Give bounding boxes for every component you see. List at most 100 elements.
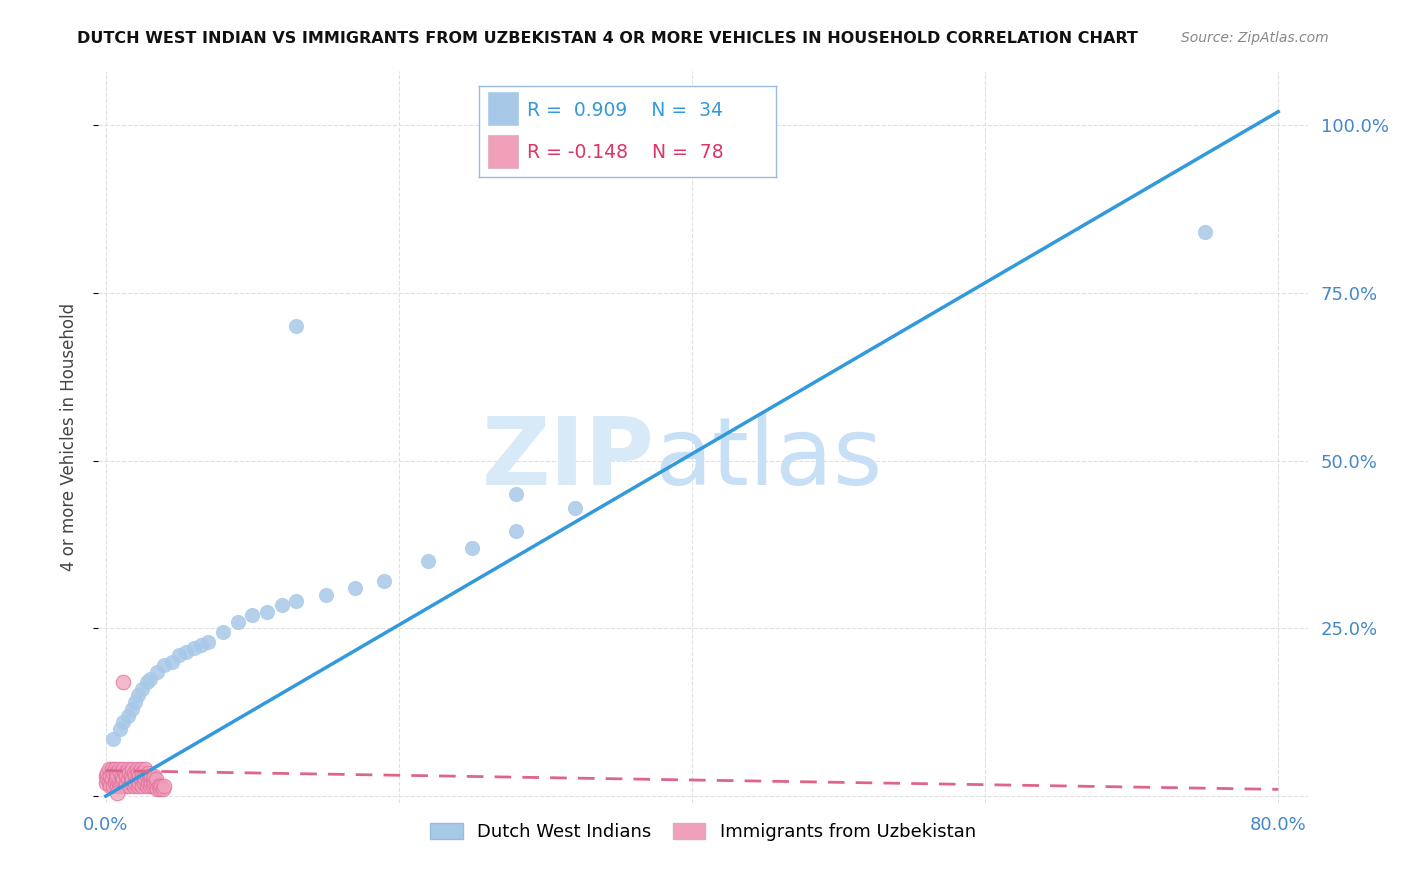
Point <box>105 765 128 780</box>
Point <box>135 769 157 783</box>
Point <box>115 775 138 789</box>
Point <box>98 779 121 793</box>
Point <box>149 782 172 797</box>
Point <box>285 594 308 608</box>
Point <box>129 772 152 787</box>
Point <box>505 487 527 501</box>
Point <box>111 769 134 783</box>
Point <box>101 765 124 780</box>
Point <box>103 775 125 789</box>
Point <box>105 772 128 787</box>
Point <box>167 648 190 662</box>
Point <box>131 779 153 793</box>
Point <box>143 769 166 783</box>
Point <box>343 581 366 595</box>
Point <box>107 779 129 793</box>
Point <box>315 588 337 602</box>
Point <box>190 638 212 652</box>
Point <box>148 779 170 793</box>
Point <box>135 675 157 690</box>
Point <box>107 769 129 783</box>
Point <box>138 672 160 686</box>
Point <box>117 762 139 776</box>
Point <box>97 762 120 776</box>
Point <box>96 765 118 780</box>
Point <box>108 762 131 776</box>
Point <box>160 655 183 669</box>
Point <box>96 772 118 787</box>
Point <box>141 775 163 789</box>
Text: ZIP: ZIP <box>482 413 655 505</box>
Point <box>120 775 142 789</box>
Point <box>145 772 167 787</box>
Point <box>121 772 143 787</box>
Text: atlas: atlas <box>655 413 883 505</box>
Point <box>418 554 440 568</box>
Point <box>117 772 139 787</box>
Point <box>94 775 117 789</box>
Point <box>128 775 150 789</box>
Point <box>108 775 131 789</box>
Point <box>129 762 152 776</box>
Point <box>142 772 165 787</box>
Point <box>107 786 129 800</box>
Point <box>124 775 146 789</box>
Point <box>124 769 146 783</box>
Point <box>94 769 117 783</box>
Point <box>132 769 155 783</box>
Point <box>112 675 135 690</box>
Point <box>112 762 135 776</box>
Point <box>564 500 586 515</box>
Point <box>183 641 205 656</box>
Point <box>121 702 143 716</box>
Point <box>138 779 160 793</box>
Point <box>131 765 153 780</box>
Point <box>153 779 176 793</box>
Point <box>150 779 173 793</box>
Point <box>505 524 527 538</box>
Point <box>142 779 165 793</box>
Point <box>110 779 132 793</box>
Point <box>114 779 136 793</box>
Point <box>138 772 160 787</box>
Point <box>118 779 141 793</box>
Text: DUTCH WEST INDIAN VS IMMIGRANTS FROM UZBEKISTAN 4 OR MORE VEHICLES IN HOUSEHOLD : DUTCH WEST INDIAN VS IMMIGRANTS FROM UZB… <box>77 31 1139 46</box>
Point <box>98 769 121 783</box>
Point <box>153 658 176 673</box>
Point <box>97 775 120 789</box>
Point <box>127 689 149 703</box>
Point <box>152 782 174 797</box>
Point <box>146 665 169 679</box>
Point <box>118 765 141 780</box>
Point <box>100 762 122 776</box>
Point <box>256 605 278 619</box>
Point <box>131 681 153 696</box>
Point <box>226 615 249 629</box>
Point <box>197 634 219 648</box>
Point <box>120 769 142 783</box>
Point <box>101 779 124 793</box>
Point <box>112 772 135 787</box>
Point <box>101 732 124 747</box>
Y-axis label: 4 or more Vehicles in Household: 4 or more Vehicles in Household <box>59 303 77 571</box>
Point <box>135 779 157 793</box>
Point <box>134 762 156 776</box>
Point <box>143 775 166 789</box>
Point <box>122 765 145 780</box>
Point <box>270 598 292 612</box>
Point <box>127 765 149 780</box>
Point <box>121 762 143 776</box>
Point <box>176 645 198 659</box>
Text: Source: ZipAtlas.com: Source: ZipAtlas.com <box>1181 31 1329 45</box>
Point <box>461 541 484 555</box>
Point <box>141 769 163 783</box>
Point <box>114 765 136 780</box>
Point <box>124 695 146 709</box>
Point <box>373 574 395 589</box>
Legend: Dutch West Indians, Immigrants from Uzbekistan: Dutch West Indians, Immigrants from Uzbe… <box>423 816 983 848</box>
Point <box>122 779 145 793</box>
Point <box>145 779 167 793</box>
Point <box>146 782 169 797</box>
Point <box>125 762 148 776</box>
Point <box>128 769 150 783</box>
